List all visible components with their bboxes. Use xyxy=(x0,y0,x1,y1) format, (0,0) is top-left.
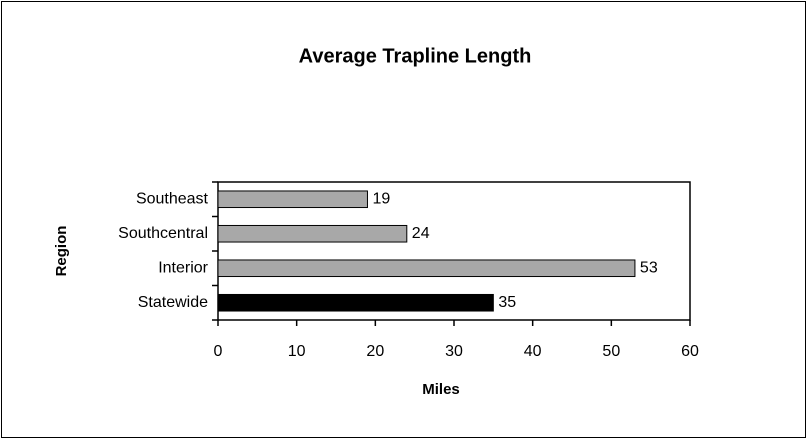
x-tick-label: 60 xyxy=(681,343,699,360)
bar xyxy=(217,293,494,312)
x-axis-label: Miles xyxy=(422,381,460,398)
y-tick-label: Interior xyxy=(158,259,208,276)
value-label: 19 xyxy=(372,190,390,207)
y-tick-label: Southeast xyxy=(136,190,209,207)
value-label: 24 xyxy=(412,225,430,242)
bar xyxy=(217,259,636,278)
y-tick-label: Statewide xyxy=(138,294,208,311)
y-axis-label: Region xyxy=(53,226,70,277)
value-label: 35 xyxy=(498,294,516,311)
value-label: 53 xyxy=(640,259,658,276)
x-tick-label: 0 xyxy=(214,343,223,360)
x-tick-label: 30 xyxy=(445,343,463,360)
y-tick-label: Southcentral xyxy=(118,225,208,242)
bar xyxy=(217,190,368,209)
chart-title: Average Trapline Length xyxy=(299,45,532,67)
x-tick-label: 50 xyxy=(602,343,620,360)
bar xyxy=(217,224,408,243)
x-tick-label: 20 xyxy=(366,343,384,360)
x-tick-label: 10 xyxy=(288,343,306,360)
x-tick-label: 40 xyxy=(524,343,542,360)
